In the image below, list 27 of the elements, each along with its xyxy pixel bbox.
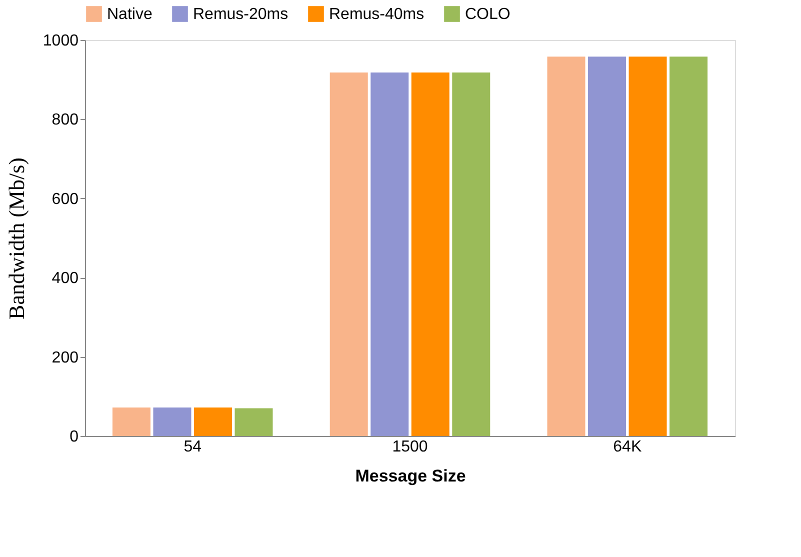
x-axis-title: Message Size	[355, 466, 466, 486]
bar	[330, 72, 368, 436]
y-tick-label: 400	[52, 270, 79, 288]
x-tick-label: 64K	[613, 438, 642, 456]
x-tick-label: 1500	[392, 438, 428, 456]
y-tick-label: 200	[52, 349, 79, 366]
bar	[670, 56, 708, 436]
legend-label: Remus-40ms	[329, 6, 424, 23]
y-tick-label: 0	[70, 428, 79, 446]
y-tick-label: 800	[52, 112, 79, 129]
bar	[628, 56, 667, 436]
y-axis-title: Bandwidth (Mb/s)	[4, 158, 29, 320]
bar	[153, 407, 192, 436]
x-tick-label: 54	[184, 438, 202, 456]
bar	[547, 56, 586, 436]
bar	[452, 72, 490, 436]
legend-label: COLO	[465, 6, 510, 23]
legend-label: Remus-20ms	[193, 6, 288, 23]
bar	[234, 408, 273, 436]
y-tick-label: 600	[52, 190, 79, 208]
y-tick-label: 1000	[42, 32, 79, 50]
bar	[370, 72, 409, 436]
bar	[588, 56, 626, 436]
bar	[112, 407, 150, 436]
bar	[411, 72, 450, 436]
legend-label: Native	[107, 6, 152, 23]
bar	[194, 407, 232, 436]
